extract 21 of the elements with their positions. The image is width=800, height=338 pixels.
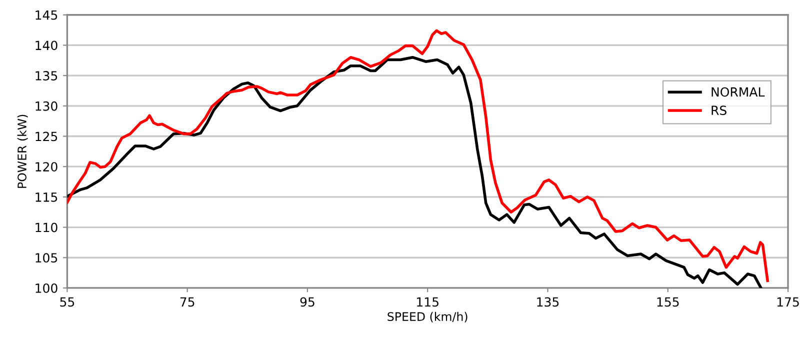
y-tick-label: 100 bbox=[36, 283, 58, 293]
y-tick-label: 125 bbox=[36, 132, 58, 142]
x-axis-title: SPEED (km/h) bbox=[388, 312, 468, 322]
x-tick-label: 55 bbox=[60, 297, 74, 307]
y-tick-label: 110 bbox=[36, 222, 58, 232]
x-tick-label: 135 bbox=[537, 297, 559, 307]
y-tick-label: 105 bbox=[36, 253, 58, 263]
y-tick-label: 140 bbox=[36, 40, 58, 50]
y-tick-label: 135 bbox=[36, 71, 58, 80]
x-tick-label: 95 bbox=[300, 297, 314, 307]
y-axis-title: POWER (kW) bbox=[17, 114, 28, 188]
x-tick-label: 115 bbox=[417, 297, 438, 307]
y-tick-label: 130 bbox=[36, 101, 58, 111]
legend-label: NORMAL bbox=[712, 87, 765, 97]
x-tick-label: 75 bbox=[180, 297, 194, 307]
legend-label: RS bbox=[712, 106, 726, 116]
y-tick-label: 145 bbox=[36, 10, 58, 20]
y-tick-label: 115 bbox=[36, 192, 58, 202]
x-tick-label: 155 bbox=[657, 297, 679, 307]
y-tick-label: 120 bbox=[36, 162, 58, 172]
x-tick-label: 175 bbox=[777, 297, 799, 307]
